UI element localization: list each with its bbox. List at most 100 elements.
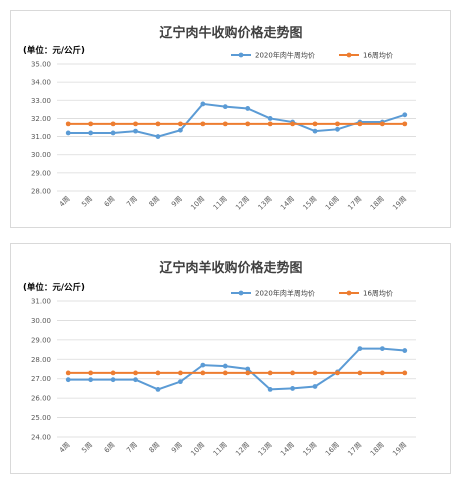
data-point <box>88 121 94 127</box>
x-tick-label: 10周 <box>189 441 206 458</box>
data-point <box>379 370 385 376</box>
data-point <box>402 370 408 376</box>
data-point <box>133 377 138 383</box>
x-tick-label: 18周 <box>369 195 386 212</box>
data-point <box>110 377 116 383</box>
data-point <box>178 370 183 376</box>
x-tick-label: 15周 <box>302 195 319 212</box>
data-point <box>65 377 71 383</box>
x-tick-label: 13周 <box>257 441 274 458</box>
data-point <box>267 370 273 376</box>
data-point <box>290 121 295 127</box>
x-tick-label: 15周 <box>302 441 319 458</box>
data-point <box>245 121 251 127</box>
data-point <box>312 121 318 127</box>
sheep-price-chart: 辽宁肉羊收购价格走势图 (单位：元/公斤) 24.00 25.00 26.00 27.… <box>10 243 451 474</box>
data-point <box>335 370 340 376</box>
data-point <box>155 370 161 376</box>
legend-label: 2020年肉羊周均价 <box>255 289 315 298</box>
y-tick-label: 31.00 <box>31 298 51 306</box>
data-point <box>245 106 251 111</box>
data-point <box>155 134 161 139</box>
legend-marker <box>346 52 352 58</box>
unit-label: (单位：元/公斤) <box>23 282 85 293</box>
x-tick-label: 16周 <box>324 195 341 212</box>
x-tick-label: 17周 <box>346 441 363 458</box>
data-point <box>155 121 161 127</box>
data-point <box>357 346 363 351</box>
data-point <box>65 121 71 127</box>
data-point <box>357 370 363 376</box>
x-tick-label: 9周 <box>170 195 184 209</box>
y-tick-label: 31.00 <box>31 133 51 141</box>
data-point <box>290 386 295 391</box>
data-point <box>110 130 116 136</box>
y-tick-label: 34.00 <box>31 79 51 87</box>
x-tick-label: 14周 <box>279 195 296 212</box>
data-point <box>245 370 251 376</box>
data-point <box>200 362 206 368</box>
x-tick-label: 12周 <box>234 441 251 458</box>
data-point <box>222 363 228 369</box>
legend-marker <box>346 290 352 296</box>
series-line-yearly <box>68 347 405 391</box>
data-point <box>88 370 94 376</box>
x-tick-label: 10周 <box>189 195 206 212</box>
legend-marker <box>238 52 244 58</box>
legend-label: 2020年肉牛周均价 <box>255 51 315 60</box>
x-tick-label: 7周 <box>125 441 139 455</box>
series-line-yearly <box>68 102 406 138</box>
data-point <box>155 387 161 392</box>
data-point <box>379 346 385 351</box>
data-point <box>178 127 183 133</box>
legend-marker <box>238 290 244 296</box>
cattle-chart-svg: 辽宁肉牛收购价格走势图 (单位：元/公斤) 28.00 29.00 30.00 31.… <box>23 25 416 212</box>
data-point <box>402 348 408 353</box>
x-tick-label: 6周 <box>103 195 117 209</box>
data-point <box>65 370 71 376</box>
data-point <box>200 370 206 376</box>
data-point <box>267 116 273 121</box>
x-tick-label: 4周 <box>58 441 72 455</box>
x-tick-label: 8周 <box>148 195 162 209</box>
data-point <box>290 370 295 376</box>
legend-label: 16周均价 <box>363 51 393 60</box>
y-tick-label: 29.00 <box>31 336 51 344</box>
y-tick-label: 28.00 <box>31 188 51 196</box>
data-point <box>133 128 138 134</box>
chart-title: 辽宁肉羊收购价格走势图 <box>159 260 302 276</box>
x-tick-label: 4周 <box>58 195 72 209</box>
data-point <box>379 121 385 127</box>
x-tick-label: 17周 <box>346 195 363 212</box>
data-point <box>222 121 228 127</box>
x-tick-label: 11周 <box>212 441 229 458</box>
x-tick-label: 13周 <box>257 195 274 212</box>
y-tick-label: 30.00 <box>31 317 51 325</box>
data-point <box>110 121 116 127</box>
cattle-price-chart: 辽宁肉牛收购价格走势图 (单位：元/公斤) 28.00 29.00 30.00 31.… <box>10 10 451 228</box>
x-tick-label: 5周 <box>80 441 94 455</box>
data-point <box>402 112 408 118</box>
x-tick-label: 16周 <box>324 441 341 458</box>
x-tick-label: 8周 <box>148 441 162 455</box>
data-point <box>402 121 408 127</box>
chart-title: 辽宁肉牛收购价格走势图 <box>159 25 302 41</box>
x-tick-label: 7周 <box>125 195 139 209</box>
y-tick-label: 26.00 <box>31 395 51 403</box>
x-tick-label: 6周 <box>103 441 117 455</box>
data-point <box>312 128 318 134</box>
x-tick-label: 9周 <box>170 441 184 455</box>
unit-label: (单位：元/公斤) <box>23 45 85 56</box>
y-tick-label: 29.00 <box>31 169 51 177</box>
data-point <box>312 370 318 376</box>
x-tick-label: 18周 <box>369 441 386 458</box>
data-point <box>133 121 138 127</box>
sheep-chart-svg: 辽宁肉羊收购价格走势图 (单位：元/公斤) 24.00 25.00 26.00 27.… <box>23 260 416 458</box>
data-point <box>178 379 183 385</box>
data-point <box>335 121 340 127</box>
x-tick-label: 5周 <box>80 195 94 209</box>
y-tick-label: 35.00 <box>31 61 51 69</box>
data-point <box>88 130 94 136</box>
data-point <box>110 370 116 376</box>
y-tick-label: 24.00 <box>31 434 51 442</box>
